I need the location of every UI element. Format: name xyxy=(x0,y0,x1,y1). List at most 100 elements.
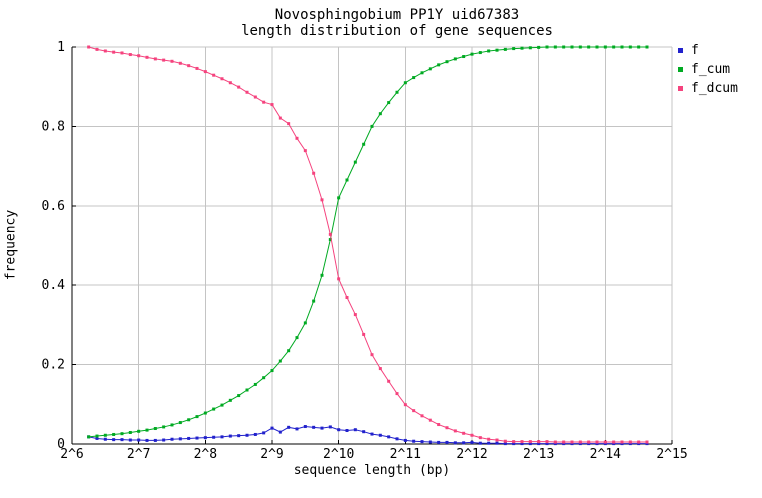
series-f_dcum-marker xyxy=(362,332,366,336)
series-f_dcum-line xyxy=(88,46,647,443)
series-f-marker xyxy=(370,432,374,436)
series-f_dcum-marker xyxy=(203,70,207,74)
series-f-marker xyxy=(153,438,157,442)
series-f_cum-marker xyxy=(137,429,141,433)
series-f_cum-marker xyxy=(262,376,266,380)
series-f-marker xyxy=(437,440,441,444)
series-f-marker xyxy=(562,442,566,446)
series-f_cum-marker xyxy=(103,433,107,437)
series-f_cum-marker xyxy=(512,47,516,51)
series-f_dcum-marker xyxy=(570,440,574,444)
series-f_cum-marker xyxy=(587,45,591,49)
series-f_dcum-marker xyxy=(645,440,649,444)
legend-swatch-f-icon xyxy=(678,48,683,53)
series-f-marker xyxy=(328,425,332,429)
series-f-marker xyxy=(378,433,382,437)
series-f-marker xyxy=(512,442,516,446)
series-f-marker xyxy=(628,442,632,446)
series-f-marker xyxy=(295,427,299,431)
series-f_cum-marker xyxy=(170,423,174,427)
series-f-marker xyxy=(237,434,241,438)
series-f_cum-marker xyxy=(570,45,574,49)
series-f-marker xyxy=(612,442,616,446)
x-tick-label: 2^13 xyxy=(523,447,554,462)
y-tick-label: 0.4 xyxy=(42,278,66,293)
series-f-marker xyxy=(353,428,357,432)
series-f_dcum-marker xyxy=(378,367,382,371)
series-f_dcum-marker xyxy=(237,85,241,89)
series-f_dcum-marker xyxy=(178,61,182,65)
series-f-marker xyxy=(103,437,107,441)
series-f-marker xyxy=(362,430,366,434)
series-f_dcum-marker xyxy=(612,440,616,444)
series-f-marker xyxy=(487,441,491,445)
series-f-marker xyxy=(145,438,149,442)
series-f-marker xyxy=(345,429,349,433)
series-f_cum-marker xyxy=(612,45,616,49)
series-f-marker xyxy=(262,431,266,435)
y-tick-label: 0 xyxy=(57,437,65,452)
series-f_cum-marker xyxy=(228,398,232,402)
series-f_cum-marker xyxy=(428,67,432,71)
series-f_dcum-marker xyxy=(153,57,157,61)
series-f-marker xyxy=(603,442,607,446)
series-f-marker xyxy=(203,436,207,440)
series-f_dcum-marker xyxy=(328,232,332,236)
series-f-marker xyxy=(537,442,541,446)
series-f-marker xyxy=(337,428,341,432)
series-f-marker xyxy=(320,426,324,430)
x-tick-label: 2^14 xyxy=(590,447,621,462)
series-f-marker xyxy=(595,442,599,446)
y-tick-label: 1 xyxy=(57,40,65,55)
series-f_cum-marker xyxy=(420,71,424,75)
series-f-marker xyxy=(95,436,99,440)
legend-swatch-f-dcum-icon xyxy=(678,86,683,91)
series-f-marker xyxy=(212,435,216,439)
series-f_cum-marker xyxy=(153,427,157,431)
series-f_cum-marker xyxy=(437,63,441,67)
chart-title: Novosphingobium PP1Y uid67383 xyxy=(274,7,520,23)
series-f_dcum-marker xyxy=(162,58,166,62)
series-f_dcum-marker xyxy=(495,438,499,442)
series-f-marker xyxy=(478,441,482,445)
series-f_dcum-marker xyxy=(137,54,141,58)
series-f-marker xyxy=(253,432,257,436)
series-f_cum-marker xyxy=(353,160,357,164)
x-tick-label: 2^6 xyxy=(60,447,83,462)
x-tick-label: 2^10 xyxy=(323,447,354,462)
series-f-marker xyxy=(303,425,307,429)
series-f-marker xyxy=(178,437,182,441)
series-f_cum-marker xyxy=(395,90,399,94)
series-f-marker xyxy=(553,442,557,446)
series-f_dcum-marker xyxy=(478,436,482,440)
series-f-marker xyxy=(403,438,407,442)
series-f-marker xyxy=(312,425,316,429)
x-axis-label: sequence length (bp) xyxy=(293,463,451,478)
series-f_dcum-marker xyxy=(120,51,124,55)
series-f_dcum-marker xyxy=(320,198,324,202)
series-f_dcum-marker xyxy=(220,77,224,81)
series-f_cum-marker xyxy=(412,76,416,80)
x-tick-label: 2^15 xyxy=(656,447,687,462)
series-f_cum-marker xyxy=(562,45,566,49)
series-f_dcum-marker xyxy=(278,116,282,120)
series-f_dcum-marker xyxy=(562,440,566,444)
series-f_cum-marker xyxy=(328,238,332,242)
series-f-marker xyxy=(195,436,199,440)
series-f_cum-marker xyxy=(278,359,282,363)
series-f-marker xyxy=(578,442,582,446)
series-f_dcum-marker xyxy=(212,73,216,77)
series-f_cum-marker xyxy=(112,432,116,436)
series-f-marker xyxy=(470,440,474,444)
series-f-marker xyxy=(220,435,224,439)
series-f_cum-marker xyxy=(637,45,641,49)
series-f-marker xyxy=(162,438,166,442)
series-f_cum-marker xyxy=(503,47,507,51)
series-f-marker xyxy=(637,442,641,446)
series-f_cum-marker xyxy=(312,299,316,303)
series-f_dcum-marker xyxy=(128,53,132,57)
series-f-marker xyxy=(387,435,391,439)
series-f_dcum-marker xyxy=(545,440,549,444)
series-f_cum-marker xyxy=(245,388,249,392)
